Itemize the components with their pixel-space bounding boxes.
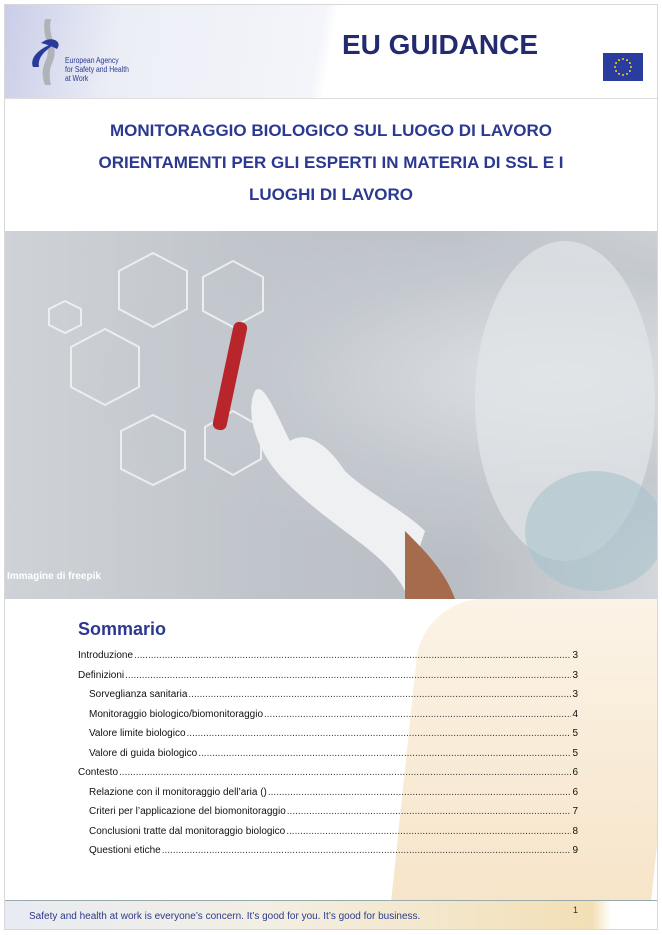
table-of-contents: Sommario Introduzione3Definizioni3Sorveg…: [78, 619, 578, 861]
toc-leader-dots: [119, 767, 571, 778]
shield-hexagon-icon: [70, 327, 140, 407]
toc-entry-page[interactable]: 8: [572, 825, 578, 837]
star-icon: [615, 70, 618, 72]
medicine-hexagon-icon: [120, 413, 186, 487]
star-icon: [622, 58, 624, 60]
toc-leader-dots: [268, 787, 572, 798]
biomonitoring-illustration: [48, 241, 657, 599]
toc-heading: Sommario: [78, 619, 167, 639]
toc-entry-label[interactable]: Definizioni: [78, 669, 125, 681]
logo-line: at Work: [65, 74, 89, 83]
star-icon: [628, 70, 631, 72]
toc-entry-label[interactable]: Introduzione: [78, 650, 134, 662]
toc-leader-dots: [198, 748, 571, 759]
document-page: European Agency for Safety and Health at…: [4, 4, 658, 930]
logo-text: European Agency for Safety and Health at…: [65, 56, 129, 83]
toc-leader-dots: [125, 670, 571, 681]
toc-entry-page[interactable]: 6: [572, 767, 578, 779]
title-line: LUOGHI DI LAVORO: [248, 185, 413, 204]
toc-entry-label[interactable]: Valore di guida biologico: [89, 747, 198, 759]
toc-entry[interactable]: Valore di guida biologico 5: [78, 744, 578, 764]
toc-leader-dots: [264, 709, 571, 720]
image-credit: Immagine di freepik: [7, 571, 101, 582]
toc-entry-label[interactable]: Monitoraggio biologico/biomonitoraggio: [89, 708, 263, 720]
eu-osha-logo-icon: [32, 19, 59, 85]
toc-entry[interactable]: Definizioni 3: [78, 666, 578, 686]
toc-leader-dots: [286, 826, 571, 837]
footer: Safety and health at work is everyone’s …: [5, 900, 657, 929]
toc-entry-label[interactable]: Relazione con il monitoraggio dell’aria …: [89, 786, 267, 798]
toc-leader-dots: [287, 806, 572, 817]
toc-entry[interactable]: Relazione con il monitoraggio dell’aria …: [78, 783, 578, 803]
toc-entry-page[interactable]: 7: [572, 806, 578, 818]
toc-entry-label[interactable]: Questioni etiche: [89, 845, 161, 857]
toc-entry-page[interactable]: 4: [572, 708, 578, 720]
toc-leader-dots: [134, 650, 571, 661]
star-icon: [615, 62, 618, 64]
toc-entry[interactable]: Sorveglianza sanitaria 3: [78, 685, 578, 705]
toc-leader-dots: [188, 689, 571, 700]
document-title: MONITORAGGIO BIOLOGICO SUL LUOGO DI LAVO…: [5, 115, 657, 211]
toc-entry-page[interactable]: 6: [572, 786, 578, 798]
footer-slogan: Safety and health at work is everyone’s …: [29, 911, 421, 922]
star-icon: [630, 66, 632, 68]
toc-entry-label[interactable]: Sorveglianza sanitaria: [89, 689, 188, 701]
toc-leader-dots: [187, 728, 572, 739]
toc-entry-page[interactable]: 5: [572, 728, 578, 740]
page-number: 1: [573, 905, 579, 915]
star-icon: [628, 62, 631, 64]
toc-entry-page[interactable]: 3: [572, 669, 578, 681]
toc-entry-page[interactable]: 3: [572, 689, 578, 701]
toc-entry[interactable]: Monitoraggio biologico/biomonitoraggio 4: [78, 705, 578, 725]
guidance-title: EU GUIDANCE: [342, 29, 539, 60]
hexagon-icon: [118, 251, 188, 329]
logo-line: European Agency: [65, 56, 119, 65]
toc-entry-label[interactable]: Contesto: [78, 767, 119, 779]
star-icon: [618, 72, 620, 75]
cover-image: Immagine di freepik: [5, 231, 657, 599]
toc-entry[interactable]: Contesto 6: [78, 763, 578, 783]
toc-entry[interactable]: Conclusioni tratte dal monitoraggio biol…: [78, 822, 578, 842]
toc-entry[interactable]: Valore limite biologico 5: [78, 724, 578, 744]
toc-entry[interactable]: Criteri per l’applicazione del biomonito…: [78, 802, 578, 822]
toc-entry-label[interactable]: Conclusioni tratte dal monitoraggio biol…: [89, 825, 286, 837]
star-icon: [626, 59, 628, 62]
star-icon: [626, 72, 628, 75]
toc-entry-page[interactable]: 5: [572, 747, 578, 759]
eu-flag-icon: [603, 53, 643, 81]
toc-entry-label[interactable]: Criteri per l’applicazione del biomonito…: [89, 806, 286, 818]
toc-leader-dots: [162, 845, 572, 856]
star-icon: [622, 74, 624, 76]
logo-line: for Safety and Health: [65, 65, 129, 74]
title-line: MONITORAGGIO BIOLOGICO SUL LUOGO DI LAVO…: [109, 121, 552, 140]
toc-entry[interactable]: Questioni etiche 9: [78, 841, 578, 861]
title-line: ORIENTAMENTI PER GLI ESPERTI IN MATERIA …: [98, 153, 564, 172]
star-icon: [614, 66, 616, 68]
toc-entry-page[interactable]: 9: [572, 845, 578, 857]
toc-entry-label[interactable]: Valore limite biologico: [89, 728, 186, 740]
toc-entry-page[interactable]: 3: [572, 650, 578, 662]
header-banner: European Agency for Safety and Health at…: [5, 5, 657, 99]
star-icon: [618, 59, 620, 62]
toc-entry[interactable]: Introduzione 3: [78, 646, 578, 666]
